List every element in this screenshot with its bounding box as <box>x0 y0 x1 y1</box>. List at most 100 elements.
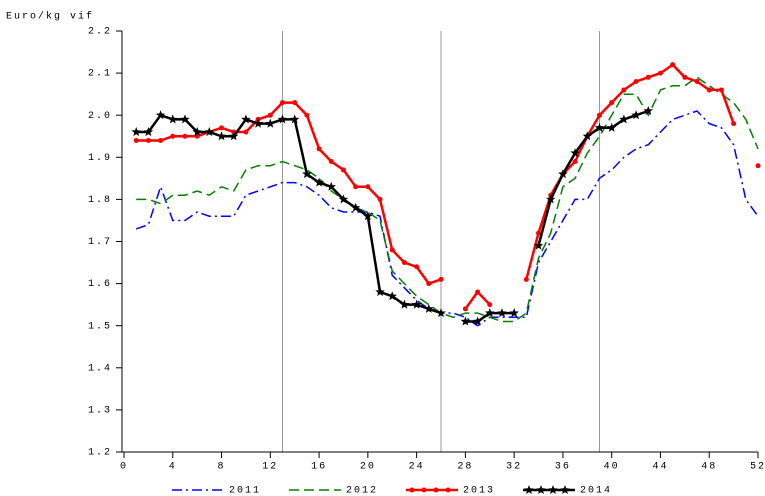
series-line <box>136 76 759 323</box>
point-marker <box>546 194 556 204</box>
point-marker <box>353 184 359 190</box>
x-tick-label: 16 <box>311 462 327 473</box>
x-tick-label: 32 <box>506 462 522 473</box>
x-tick-label: 24 <box>409 462 425 473</box>
point-marker <box>399 299 410 309</box>
point-marker <box>485 308 495 318</box>
point-marker <box>475 289 481 295</box>
point-marker <box>168 114 178 124</box>
point-marker <box>606 122 617 132</box>
legend-label: 2014 <box>580 486 612 496</box>
point-marker <box>731 121 737 127</box>
y-tick-label: 1.4 <box>88 363 112 374</box>
point-marker <box>289 114 300 124</box>
point-marker <box>597 112 602 118</box>
point-marker <box>133 137 139 143</box>
point-marker <box>411 299 422 309</box>
x-tick-label: 0 <box>120 462 128 473</box>
point-marker <box>216 131 227 141</box>
point-marker <box>433 487 439 493</box>
point-marker <box>375 287 385 297</box>
point-marker <box>365 184 371 190</box>
point-marker <box>621 87 627 93</box>
point-marker <box>180 114 190 124</box>
point-marker <box>536 485 546 494</box>
point-marker <box>304 112 310 118</box>
point-marker <box>706 87 712 93</box>
point-marker <box>265 118 276 128</box>
point-marker <box>328 159 334 165</box>
point-marker <box>267 112 273 118</box>
point-marker <box>533 240 544 250</box>
point-marker <box>338 194 349 204</box>
point-marker <box>560 485 570 494</box>
y-tick-label: 2.2 <box>88 27 112 38</box>
y-tick-label: 1.6 <box>88 279 112 290</box>
x-tick-label: 40 <box>604 462 620 473</box>
point-marker <box>363 211 373 221</box>
point-marker <box>192 127 202 137</box>
point-marker <box>389 247 395 253</box>
x-tick-label: 28 <box>457 462 473 473</box>
point-marker <box>582 131 593 141</box>
point-marker <box>558 169 568 179</box>
point-marker <box>401 260 407 266</box>
point-marker <box>253 118 263 128</box>
point-marker <box>509 308 519 318</box>
point-marker <box>462 306 468 312</box>
point-marker <box>155 110 166 120</box>
y-tick-label: 1.9 <box>88 153 112 164</box>
point-marker <box>570 148 580 158</box>
point-marker <box>302 169 312 179</box>
point-marker <box>194 133 200 139</box>
y-tick-label: 2.0 <box>88 111 112 122</box>
point-marker <box>387 291 397 301</box>
x-tick-label: 48 <box>701 462 717 473</box>
point-marker <box>609 100 615 106</box>
point-marker <box>229 131 239 141</box>
series-line <box>135 110 759 327</box>
point-marker <box>326 181 336 191</box>
point-marker <box>219 125 225 131</box>
legend-label: 2013 <box>463 486 495 496</box>
point-marker <box>487 302 493 308</box>
point-marker <box>158 137 164 143</box>
y-tick-label: 1.5 <box>88 321 112 332</box>
point-marker <box>523 276 529 282</box>
point-marker <box>682 74 688 80</box>
point-marker <box>316 146 322 152</box>
point-marker <box>460 316 471 326</box>
point-marker <box>536 230 542 236</box>
point-marker <box>438 276 444 282</box>
y-tick-label: 1.7 <box>88 237 112 248</box>
point-marker <box>594 122 605 132</box>
series-line <box>136 109 649 323</box>
point-marker <box>548 485 558 494</box>
legend-label: 2011 <box>229 486 261 496</box>
x-tick-label: 8 <box>218 462 226 473</box>
x-tick-label: 36 <box>555 462 571 473</box>
point-marker <box>145 137 151 143</box>
point-marker <box>694 79 700 85</box>
point-marker <box>424 303 434 313</box>
x-tick-label: 4 <box>169 462 177 473</box>
y-axis-label: Euro/kg vif <box>6 11 94 23</box>
point-marker <box>657 70 663 76</box>
point-marker <box>170 133 176 139</box>
point-marker <box>350 202 361 212</box>
point-marker <box>377 196 383 202</box>
point-marker <box>421 487 427 493</box>
point-marker <box>670 62 676 68</box>
point-marker <box>241 114 251 124</box>
point-marker <box>243 129 249 135</box>
point-marker <box>414 264 420 270</box>
point-marker <box>619 114 629 124</box>
point-marker <box>204 127 215 137</box>
y-tick-label: 1.8 <box>88 195 112 206</box>
point-marker <box>340 167 346 173</box>
point-marker <box>645 74 651 80</box>
point-marker <box>436 308 446 318</box>
point-marker <box>718 87 724 93</box>
x-tick-label: 44 <box>652 462 668 473</box>
